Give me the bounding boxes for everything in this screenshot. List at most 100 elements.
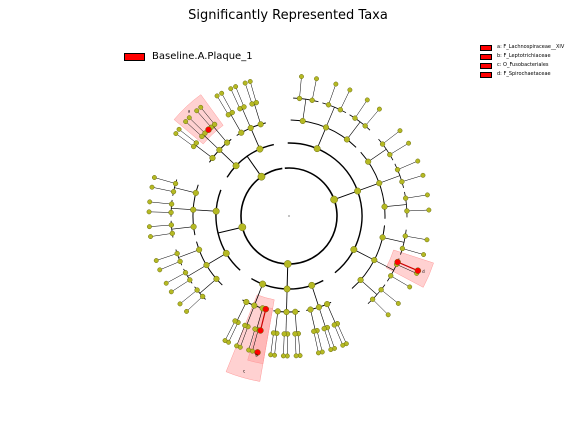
taxon-node bbox=[424, 192, 430, 198]
taxon-node bbox=[403, 195, 409, 201]
taxon-node bbox=[169, 230, 175, 237]
taxon-node bbox=[321, 325, 327, 332]
taxon-node bbox=[283, 308, 290, 316]
taxon-node bbox=[192, 189, 199, 196]
taxon-node bbox=[324, 301, 331, 308]
taxon-node bbox=[153, 258, 159, 263]
taxon-node bbox=[299, 74, 304, 80]
taxon-node bbox=[190, 223, 197, 230]
taxon-node bbox=[293, 353, 299, 359]
taxon-node bbox=[234, 343, 240, 349]
taxon-node bbox=[296, 95, 303, 102]
taxon-node bbox=[187, 277, 193, 283]
taxon-node bbox=[186, 115, 192, 121]
taxon-node bbox=[242, 322, 248, 329]
taxon-node bbox=[242, 80, 248, 86]
taxon-node bbox=[216, 146, 223, 153]
taxon-node bbox=[406, 140, 412, 146]
taxon-node bbox=[376, 106, 382, 112]
taxon-node bbox=[174, 250, 180, 257]
taxon-node bbox=[311, 328, 317, 335]
taxon-node bbox=[330, 195, 338, 204]
highlighted-taxon-node bbox=[254, 349, 261, 356]
taxon-node bbox=[228, 86, 234, 92]
taxon-node bbox=[270, 330, 277, 336]
taxon-node bbox=[402, 233, 408, 239]
taxon-node bbox=[253, 99, 259, 106]
clade-letters: a d c b bbox=[188, 108, 425, 373]
taxon-node bbox=[211, 121, 218, 128]
taxon-node bbox=[257, 121, 264, 128]
clade-letter-c: c bbox=[243, 369, 245, 374]
taxon-node bbox=[173, 131, 179, 136]
taxon-node bbox=[193, 140, 199, 146]
taxon-node bbox=[219, 90, 225, 96]
taxon-node bbox=[347, 87, 353, 93]
taxon-node bbox=[232, 162, 240, 170]
taxon-node bbox=[232, 318, 238, 324]
taxon-node bbox=[407, 284, 413, 290]
taxon-node bbox=[283, 260, 292, 268]
taxon-node bbox=[397, 128, 403, 134]
taxon-node bbox=[331, 322, 337, 328]
highlighted-taxon-node bbox=[257, 327, 264, 334]
taxon-node bbox=[176, 126, 182, 132]
taxon-node bbox=[379, 141, 386, 147]
taxon-node bbox=[292, 308, 299, 315]
taxon-node bbox=[151, 175, 157, 180]
taxon-node bbox=[309, 97, 315, 103]
taxon-node bbox=[157, 267, 163, 273]
taxon-node bbox=[340, 342, 346, 348]
taxon-node bbox=[190, 143, 197, 150]
taxon-node bbox=[247, 124, 254, 132]
taxon-node bbox=[168, 222, 174, 228]
taxon-node bbox=[168, 289, 174, 295]
taxon-node bbox=[238, 129, 245, 136]
taxon-node bbox=[198, 104, 204, 110]
taxon-node bbox=[337, 107, 343, 113]
taxon-node bbox=[172, 180, 179, 187]
taxon-node bbox=[190, 206, 197, 213]
taxon-node bbox=[379, 234, 386, 241]
taxon-node bbox=[394, 167, 401, 173]
taxon-node bbox=[209, 154, 216, 162]
taxon-node bbox=[299, 117, 306, 125]
clade-letter-b: b bbox=[255, 352, 258, 357]
taxon-node bbox=[313, 145, 321, 153]
taxa-legend-swatch-a bbox=[480, 45, 492, 51]
taxon-node bbox=[369, 296, 376, 302]
taxon-node bbox=[238, 223, 247, 232]
taxon-node bbox=[146, 224, 152, 230]
taxon-node bbox=[314, 76, 319, 82]
taxon-node bbox=[202, 130, 208, 136]
group-legend-swatch bbox=[124, 53, 145, 61]
taxon-node bbox=[333, 81, 339, 87]
taxon-node bbox=[163, 280, 169, 286]
taxon-node bbox=[420, 172, 426, 178]
taxon-node bbox=[212, 207, 220, 215]
taxon-node bbox=[233, 84, 239, 90]
taxon-node bbox=[243, 298, 250, 306]
taxon-node bbox=[415, 158, 421, 164]
taxon-node bbox=[183, 119, 189, 125]
taxon-node bbox=[357, 276, 364, 284]
figure-title: Significantly Represented Taxa bbox=[188, 8, 388, 23]
taxon-node bbox=[388, 273, 394, 279]
clade-edges bbox=[149, 76, 429, 356]
group-legend-label: Baseline.A.Plaque_1 bbox=[152, 51, 253, 62]
taxa-legend-label-a: a: F_Lachnospiraceae__XIV bbox=[497, 44, 565, 50]
taxon-node bbox=[292, 331, 298, 337]
taxon-node bbox=[194, 287, 200, 293]
clade-shade bbox=[225, 294, 275, 382]
taxon-node bbox=[184, 308, 189, 314]
taxa-legend-label-d: d: F_Spirochaetaceae bbox=[497, 71, 551, 77]
taxon-node bbox=[256, 145, 264, 153]
taxon-node bbox=[281, 331, 287, 337]
taxon-node bbox=[203, 262, 210, 269]
taxon-node bbox=[247, 79, 253, 84]
taxon-node bbox=[177, 258, 183, 265]
taxa-legend-swatch-c bbox=[480, 63, 492, 69]
taxon-node bbox=[224, 139, 231, 146]
taxon-node bbox=[196, 246, 203, 253]
taxon-node bbox=[251, 302, 258, 309]
